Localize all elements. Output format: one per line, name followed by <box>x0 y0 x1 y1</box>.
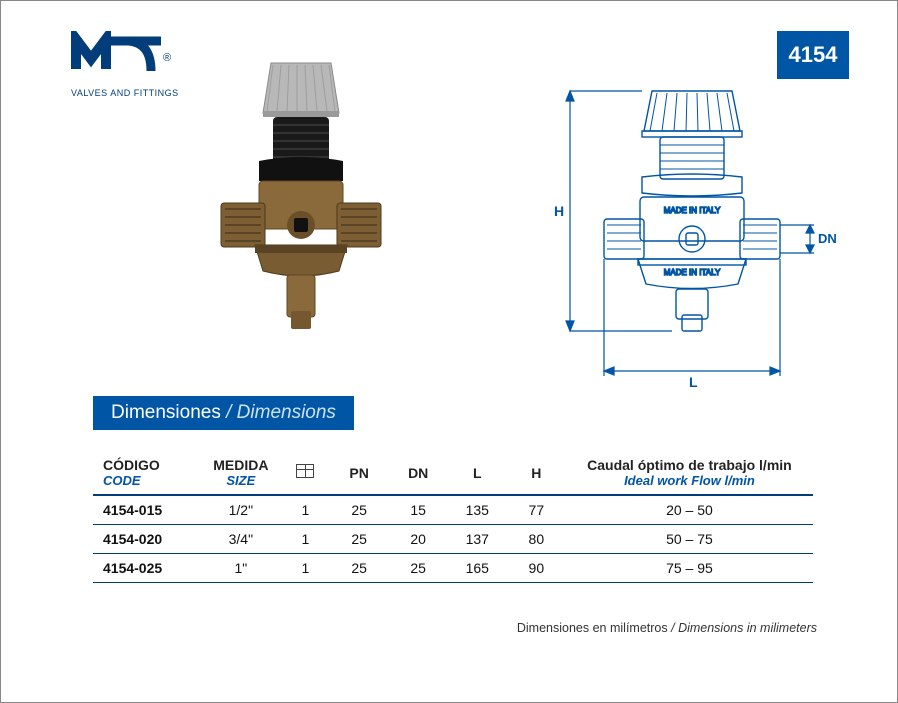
table-cell: 1/2" <box>200 495 281 525</box>
table-cell: 90 <box>507 554 566 583</box>
table-cell: 80 <box>507 525 566 554</box>
table-cell: 75 – 95 <box>566 554 813 583</box>
box-icon <box>296 464 314 478</box>
svg-text:®: ® <box>163 52 171 64</box>
table-cell: 135 <box>448 495 507 525</box>
section-title-en: Dimensions <box>237 402 336 423</box>
technical-drawing: MADE IN ITALY MADE IN ITALY <box>542 81 852 401</box>
table-row: 4154-0151/2"125151357720 – 50 <box>93 495 813 525</box>
table-cell: 25 <box>389 554 448 583</box>
product-photo <box>191 33 411 363</box>
table-cell: 1 <box>281 554 329 583</box>
table-cell: 1 <box>281 495 329 525</box>
brand-logo: ® VALVES AND FITTINGS <box>71 31 181 98</box>
svg-text:DN: DN <box>818 231 837 246</box>
svg-text:L: L <box>689 374 698 390</box>
dimensions-table: CÓDIGOCODEMEDIDASIZE PNDNLHCaudal óptimo … <box>93 451 813 583</box>
table-header: PN <box>330 451 389 495</box>
table-cell: 137 <box>448 525 507 554</box>
table-header: CÓDIGOCODE <box>93 451 200 495</box>
footnote-en: Dimensions in milimeters <box>678 621 817 635</box>
table-cell: 1 <box>281 525 329 554</box>
table-cell: 50 – 75 <box>566 525 813 554</box>
table-cell: 20 <box>389 525 448 554</box>
table-row: 4154-0203/4"125201378050 – 75 <box>93 525 813 554</box>
table-cell: 4154-025 <box>93 554 200 583</box>
table-header: MEDIDASIZE <box>200 451 281 495</box>
table-header: L <box>448 451 507 495</box>
top-area: ® VALVES AND FITTINGS 4154 <box>1 1 897 401</box>
section-title: Dimensiones / Dimensions <box>93 396 354 430</box>
table-header: DN <box>389 451 448 495</box>
footnote: Dimensiones en milímetros / Dimensions i… <box>517 621 817 635</box>
table-row: 4154-0251"125251659075 – 95 <box>93 554 813 583</box>
table-cell: 3/4" <box>200 525 281 554</box>
svg-text:MADE IN ITALY: MADE IN ITALY <box>664 206 721 215</box>
table-cell: 4154-020 <box>93 525 200 554</box>
svg-text:MADE IN ITALY: MADE IN ITALY <box>664 268 721 277</box>
table-cell: 25 <box>330 495 389 525</box>
table-cell: 165 <box>448 554 507 583</box>
table-cell: 1" <box>200 554 281 583</box>
product-code-badge: 4154 <box>777 31 849 79</box>
table-cell: 25 <box>330 525 389 554</box>
svg-text:H: H <box>554 203 564 219</box>
footnote-es: Dimensiones en milímetros <box>517 621 668 635</box>
section-title-es: Dimensiones <box>111 402 221 423</box>
logo-tagline: VALVES AND FITTINGS <box>71 88 181 98</box>
table-cell: 25 <box>330 554 389 583</box>
table-header <box>281 451 329 495</box>
table-cell: 20 – 50 <box>566 495 813 525</box>
table-header: Caudal óptimo de trabajo l/minIdeal work… <box>566 451 813 495</box>
table-cell: 4154-015 <box>93 495 200 525</box>
table-cell: 15 <box>389 495 448 525</box>
table-cell: 77 <box>507 495 566 525</box>
table-header: H <box>507 451 566 495</box>
